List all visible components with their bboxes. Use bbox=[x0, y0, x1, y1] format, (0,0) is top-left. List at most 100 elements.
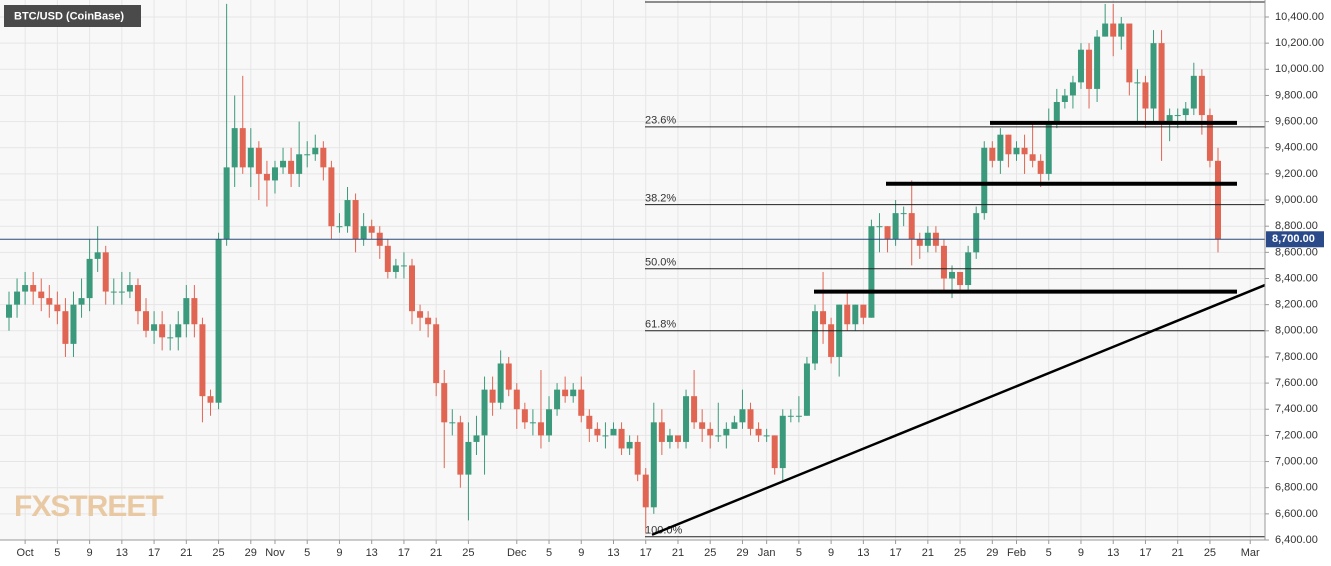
candle-body bbox=[1021, 147, 1028, 155]
candle-body bbox=[610, 428, 617, 436]
x-tick-label: 9 bbox=[828, 547, 834, 559]
candle-body bbox=[223, 167, 230, 240]
candle-body bbox=[38, 291, 45, 299]
y-tick-label: 9,200.00 bbox=[1275, 168, 1318, 180]
candle-body bbox=[844, 304, 851, 325]
candle-body bbox=[884, 226, 891, 240]
candle-body bbox=[755, 428, 762, 436]
candle-body bbox=[1037, 160, 1044, 174]
candle-body bbox=[666, 435, 673, 442]
y-tick-label: 9,600.00 bbox=[1275, 116, 1318, 128]
candle-body bbox=[215, 239, 222, 403]
x-tick-label: 25 bbox=[704, 547, 716, 559]
candle-body bbox=[876, 226, 883, 228]
x-tick-label: Nov bbox=[265, 547, 285, 559]
fib-label: 50.0% bbox=[645, 257, 676, 269]
candle-body bbox=[86, 258, 93, 299]
candle-body bbox=[433, 324, 440, 384]
candle-body bbox=[650, 422, 657, 508]
candle-body bbox=[1182, 108, 1189, 116]
candle-body bbox=[828, 324, 835, 357]
y-tick-label: 7,200.00 bbox=[1275, 429, 1318, 441]
fib-label: 61.8% bbox=[645, 319, 676, 331]
candle-body bbox=[812, 311, 818, 364]
x-tick-label: 13 bbox=[366, 547, 378, 559]
x-tick-label: 9 bbox=[87, 547, 93, 559]
y-tick-label: 7,400.00 bbox=[1275, 403, 1318, 415]
candle-body bbox=[30, 285, 37, 292]
candle-body bbox=[1126, 23, 1133, 83]
candle-body bbox=[441, 383, 448, 423]
x-tick-label: 9 bbox=[578, 547, 584, 559]
x-tick-label: 21 bbox=[922, 547, 934, 559]
candle-body bbox=[892, 213, 899, 240]
candle-body bbox=[618, 428, 625, 449]
candle-body bbox=[449, 422, 456, 424]
candle-body bbox=[747, 409, 754, 429]
candle-body bbox=[529, 422, 536, 424]
candle-body bbox=[384, 245, 391, 272]
candle-body bbox=[860, 304, 867, 318]
candle-body bbox=[457, 422, 464, 475]
y-tick-label: 8,400.00 bbox=[1275, 272, 1318, 284]
candle-body bbox=[118, 291, 125, 293]
candle-body bbox=[22, 285, 29, 292]
x-tick-label: 25 bbox=[1204, 547, 1216, 559]
candle-body bbox=[1110, 23, 1117, 37]
candle-body bbox=[417, 311, 424, 318]
candle-body bbox=[320, 147, 327, 168]
y-tick-label: 9,800.00 bbox=[1275, 89, 1318, 101]
candle-body bbox=[151, 324, 158, 331]
candle-body bbox=[707, 428, 714, 436]
candle-body bbox=[239, 128, 246, 168]
candle-body bbox=[70, 304, 77, 344]
candle-body bbox=[658, 422, 665, 442]
candle-body bbox=[586, 415, 593, 429]
y-tick-label: 7,600.00 bbox=[1275, 377, 1318, 389]
candle-body bbox=[352, 200, 359, 240]
candle-body bbox=[1206, 115, 1213, 161]
title-box bbox=[4, 5, 141, 27]
candle-body bbox=[94, 252, 101, 259]
candle-body bbox=[723, 428, 730, 436]
candle-body bbox=[1118, 23, 1125, 37]
candle-body bbox=[634, 441, 641, 475]
x-tick-label: Feb bbox=[1007, 547, 1026, 559]
x-tick-label: 17 bbox=[398, 547, 410, 559]
x-tick-label: 21 bbox=[180, 547, 192, 559]
candle-body bbox=[594, 428, 601, 436]
y-tick-label: 6,600.00 bbox=[1275, 508, 1318, 520]
x-tick-label: 9 bbox=[336, 547, 342, 559]
candle-body bbox=[304, 154, 311, 156]
candle-body bbox=[231, 128, 238, 168]
candle-body bbox=[1174, 115, 1181, 117]
candle-body bbox=[908, 213, 915, 240]
candle-body bbox=[820, 311, 827, 325]
candle-body bbox=[288, 160, 295, 174]
candle-body bbox=[803, 363, 810, 416]
candle-body bbox=[6, 304, 12, 318]
y-tick-label: 6,400.00 bbox=[1275, 534, 1318, 546]
candle-body bbox=[779, 415, 786, 469]
y-tick-label: 8,800.00 bbox=[1275, 220, 1318, 232]
candle-body bbox=[1158, 43, 1165, 122]
x-tick-label: 25 bbox=[462, 547, 474, 559]
x-tick-label: Jan bbox=[758, 547, 776, 559]
candle-body bbox=[562, 389, 569, 397]
x-tick-label: 25 bbox=[954, 547, 966, 559]
candle-body bbox=[1094, 36, 1101, 89]
x-tick-label: 25 bbox=[212, 547, 224, 559]
trendline bbox=[651, 283, 1266, 536]
candle-body bbox=[271, 167, 278, 181]
candle-body bbox=[296, 154, 303, 174]
candle-body bbox=[159, 324, 166, 338]
candle-body bbox=[674, 435, 681, 442]
candle-body bbox=[134, 285, 141, 312]
x-tick-label: 13 bbox=[857, 547, 869, 559]
last-price-label: 8,700.00 bbox=[1272, 233, 1315, 245]
candle-body bbox=[409, 265, 415, 312]
candle-body bbox=[546, 409, 553, 436]
candle-body bbox=[1215, 160, 1221, 240]
candle-body bbox=[771, 435, 778, 469]
